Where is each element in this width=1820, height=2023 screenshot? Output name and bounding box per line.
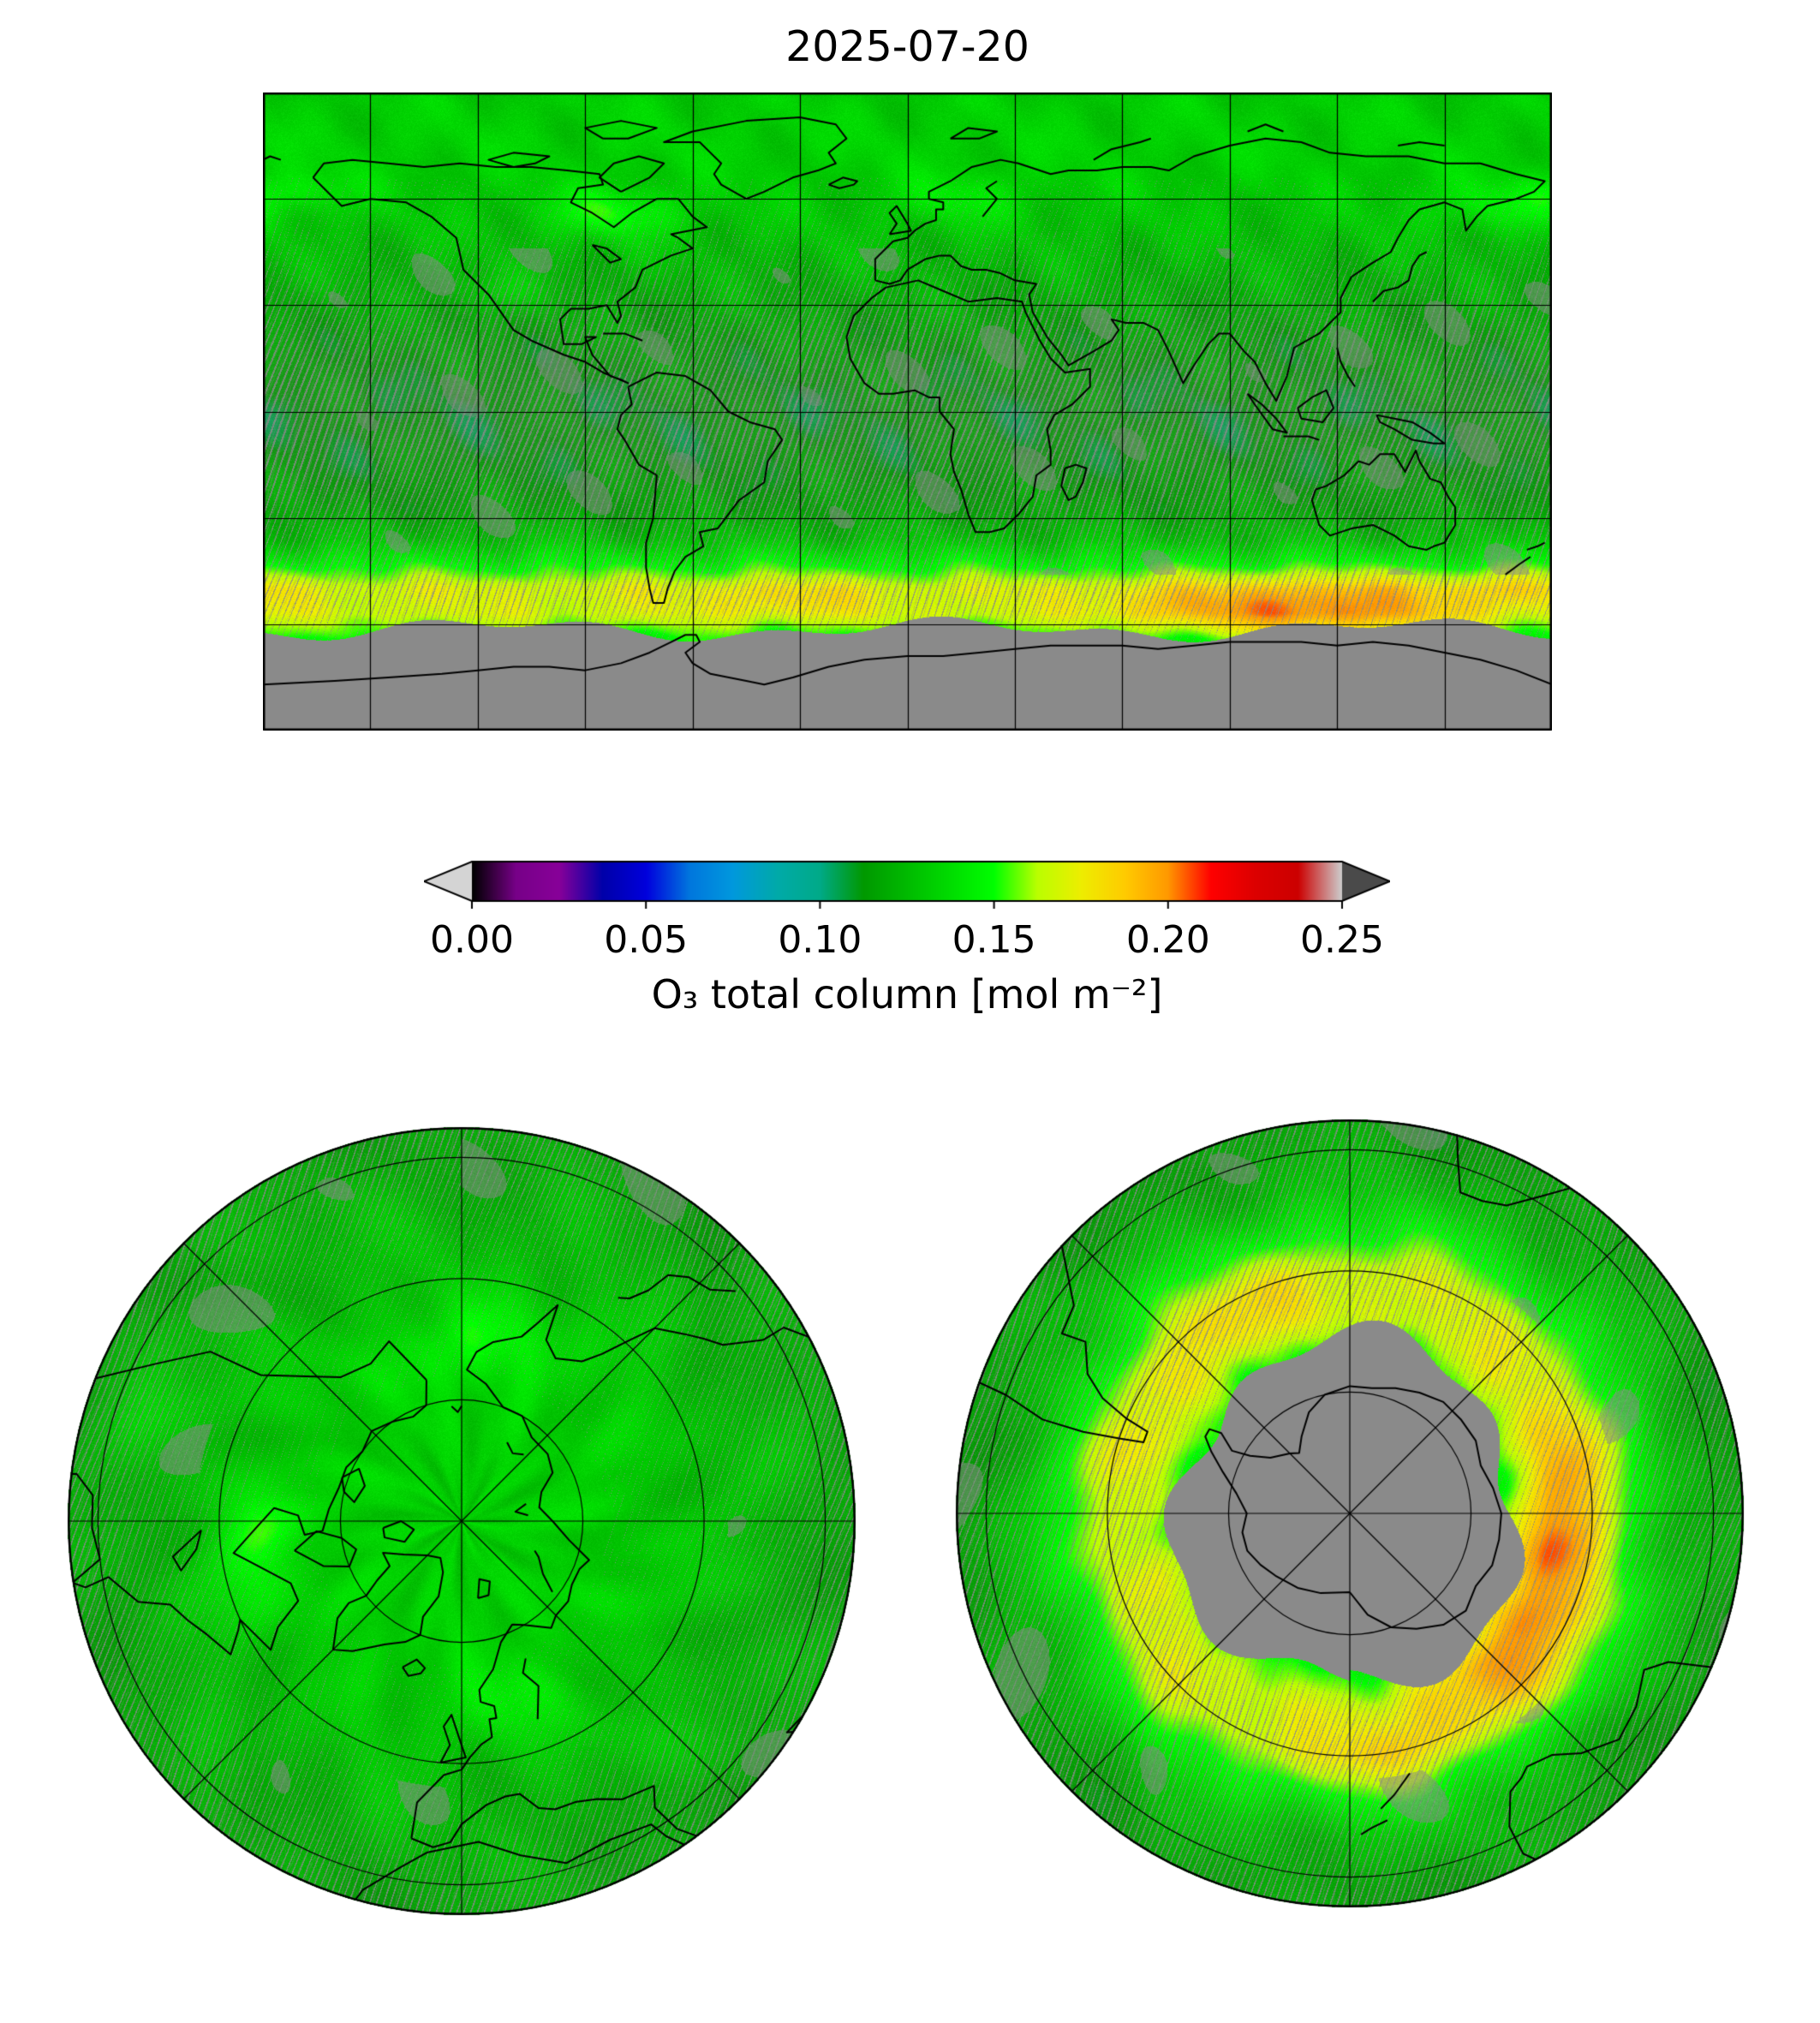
colorbar-tick-label: 0.05: [604, 918, 689, 962]
colorbar-ticks: 0.00 0.05 0.10 0.15 0.20 0.25: [430, 918, 1384, 963]
colorbar: [424, 860, 1390, 911]
colorbar-tick-label: 0.00: [430, 918, 514, 962]
colorbar-tick-label: 0.25: [1300, 918, 1384, 962]
colorbar-tick-label: 0.20: [1125, 918, 1210, 962]
global-map-panel: [263, 92, 1552, 731]
south-polar-panel: [947, 1111, 1752, 1916]
north-polar-panel: [59, 1119, 864, 1924]
colorbar-tick-label: 0.15: [952, 918, 1036, 962]
colorbar-tick-label: 0.10: [778, 918, 862, 962]
colorbar-label: O₃ total column [mol m⁻²]: [651, 971, 1163, 1017]
figure-title: 2025-07-20: [785, 22, 1029, 71]
